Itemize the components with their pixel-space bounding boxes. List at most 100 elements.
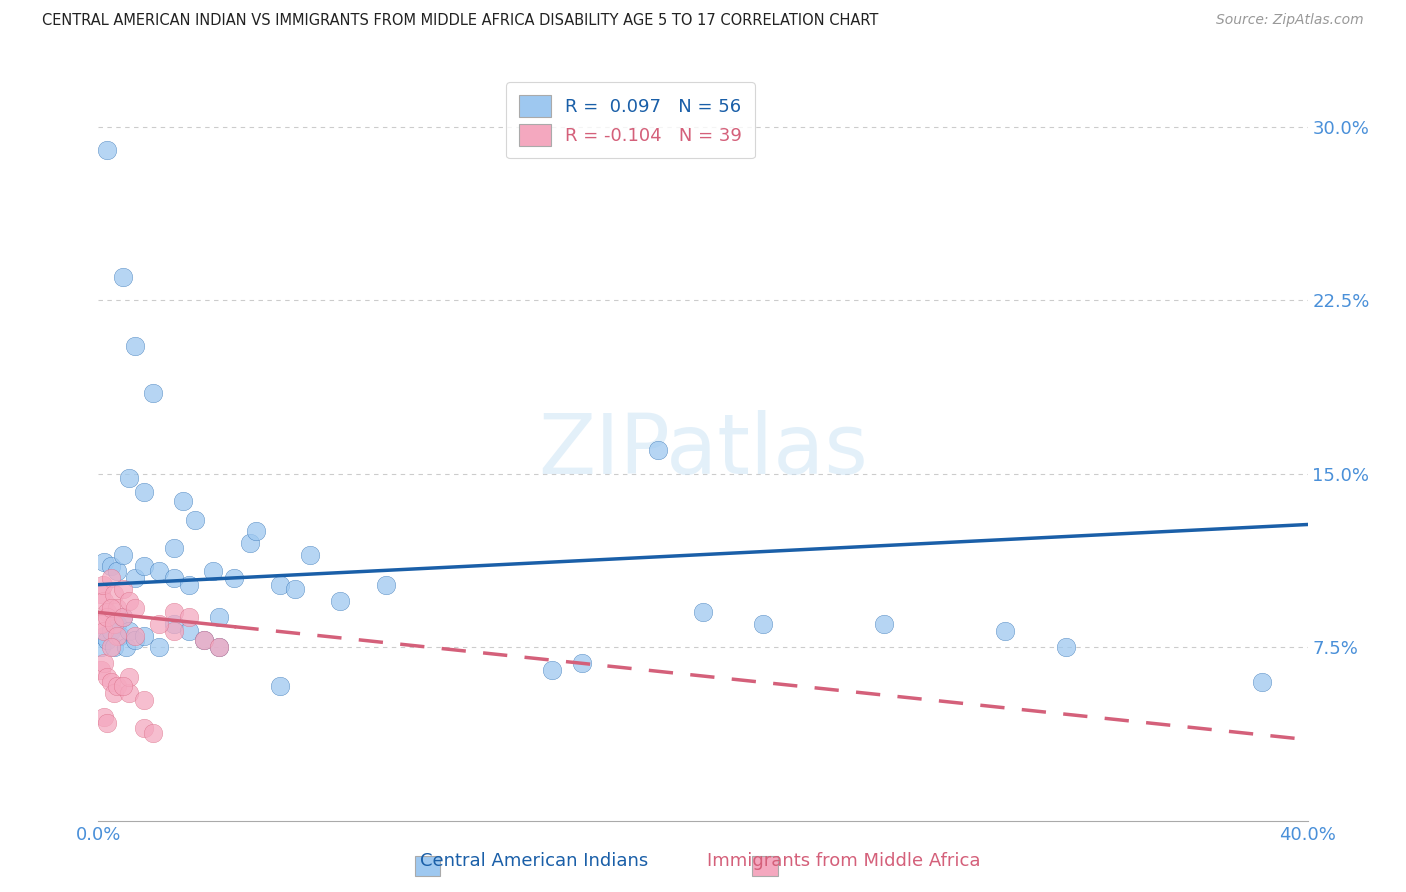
Point — [124, 633, 146, 648]
Point — [179, 610, 201, 624]
Point — [111, 548, 134, 562]
Point — [208, 610, 231, 624]
Point — [118, 670, 141, 684]
Point — [132, 485, 155, 500]
Point — [124, 600, 146, 615]
Point — [111, 680, 134, 694]
Point — [132, 693, 155, 707]
Point — [118, 624, 141, 638]
Point — [90, 640, 112, 654]
Point — [647, 443, 669, 458]
Point — [96, 143, 118, 157]
Point — [873, 617, 896, 632]
Text: Central American Indians: Central American Indians — [420, 852, 648, 870]
Point — [105, 600, 128, 615]
Point — [374, 577, 396, 591]
Point — [100, 674, 122, 689]
Point — [208, 640, 231, 654]
Point — [90, 587, 112, 601]
Point — [692, 606, 714, 620]
Point — [105, 617, 128, 632]
Point — [245, 524, 267, 539]
Point — [93, 555, 115, 569]
Point — [93, 657, 115, 671]
Point — [103, 587, 125, 601]
Point — [148, 617, 170, 632]
Point — [96, 610, 118, 624]
Point — [124, 628, 146, 642]
Point — [105, 564, 128, 578]
Point — [163, 571, 186, 585]
Point — [752, 617, 775, 632]
Point — [105, 680, 128, 694]
Point — [239, 536, 262, 550]
Point — [179, 577, 201, 591]
Point — [100, 571, 122, 585]
Point — [90, 663, 112, 677]
Point — [224, 571, 246, 585]
Point — [103, 686, 125, 700]
Point — [132, 721, 155, 735]
Point — [111, 610, 134, 624]
Point — [163, 606, 186, 620]
Text: CENTRAL AMERICAN INDIAN VS IMMIGRANTS FROM MIDDLE AFRICA DISABILITY AGE 5 TO 17 : CENTRAL AMERICAN INDIAN VS IMMIGRANTS FR… — [42, 13, 879, 29]
Point — [142, 385, 165, 400]
Point — [163, 624, 186, 638]
Point — [329, 594, 352, 608]
Point — [114, 640, 136, 654]
Point — [93, 594, 115, 608]
Point — [163, 617, 186, 632]
Point — [1054, 640, 1077, 654]
Point — [193, 633, 215, 648]
Point — [132, 628, 155, 642]
Point — [269, 577, 291, 591]
Point — [93, 628, 115, 642]
Point — [124, 339, 146, 353]
Point — [172, 494, 194, 508]
Point — [118, 471, 141, 485]
Point — [105, 628, 128, 642]
Point — [100, 559, 122, 574]
Point — [91, 577, 114, 591]
Point — [269, 680, 291, 694]
Point — [284, 582, 307, 597]
Point — [299, 548, 322, 562]
Point — [108, 628, 131, 642]
Point — [571, 657, 593, 671]
Point — [93, 709, 115, 723]
Point — [208, 640, 231, 654]
Point — [148, 640, 170, 654]
Text: Immigrants from Middle Africa: Immigrants from Middle Africa — [707, 852, 980, 870]
Point — [142, 725, 165, 739]
Point — [100, 624, 122, 638]
Point — [111, 610, 134, 624]
Point — [100, 600, 122, 615]
Point — [100, 640, 122, 654]
Legend: R =  0.097   N = 56, R = -0.104   N = 39: R = 0.097 N = 56, R = -0.104 N = 39 — [506, 82, 755, 159]
Point — [118, 686, 141, 700]
Point — [148, 564, 170, 578]
Point — [111, 582, 134, 597]
Point — [96, 716, 118, 731]
Point — [132, 559, 155, 574]
Point — [111, 269, 134, 284]
Point — [193, 633, 215, 648]
Point — [96, 633, 118, 648]
Text: Source: ZipAtlas.com: Source: ZipAtlas.com — [1216, 13, 1364, 28]
Point — [90, 617, 112, 632]
Point — [124, 571, 146, 585]
Point — [994, 624, 1017, 638]
Point — [103, 640, 125, 654]
Point — [540, 663, 562, 677]
Point — [163, 541, 186, 555]
Point — [202, 564, 225, 578]
Text: ZIPatlas: ZIPatlas — [538, 410, 868, 491]
Point — [184, 513, 207, 527]
Point — [96, 670, 118, 684]
Point — [96, 606, 118, 620]
Point — [118, 594, 141, 608]
Point — [1251, 674, 1274, 689]
Point — [93, 624, 115, 638]
Point — [103, 617, 125, 632]
Point — [179, 624, 201, 638]
